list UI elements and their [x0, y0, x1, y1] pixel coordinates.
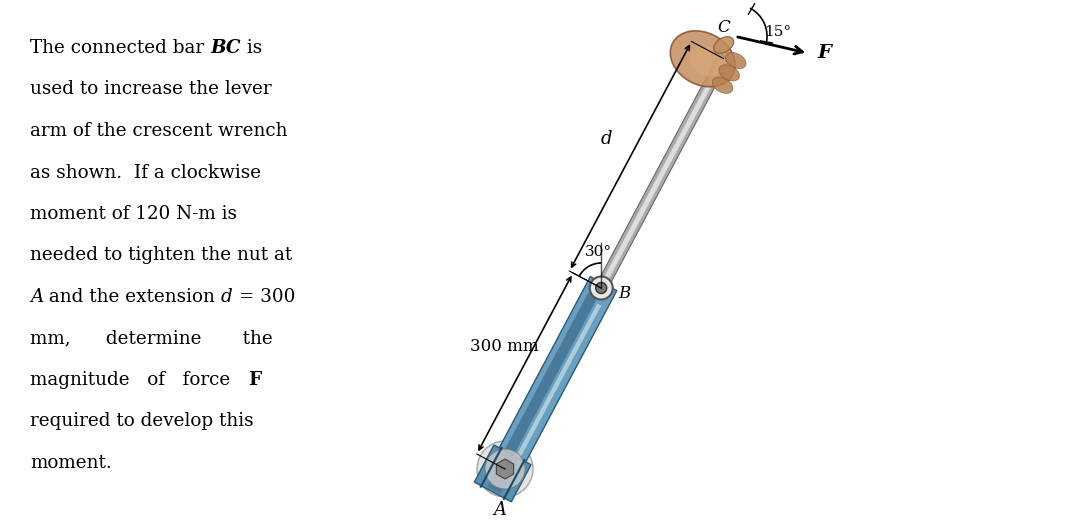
- Text: BC: BC: [210, 39, 241, 57]
- Ellipse shape: [714, 36, 733, 53]
- Text: A: A: [493, 501, 506, 519]
- Ellipse shape: [689, 46, 726, 77]
- Bar: [489, 277, 617, 480]
- Text: d: d: [221, 288, 233, 306]
- Circle shape: [485, 449, 525, 489]
- Circle shape: [590, 277, 613, 300]
- Circle shape: [596, 282, 606, 293]
- Text: used to increase the lever: used to increase the lever: [30, 81, 272, 98]
- Text: F: F: [248, 371, 261, 389]
- Text: F: F: [817, 44, 831, 62]
- Text: moment.: moment.: [30, 454, 112, 472]
- Bar: [516, 303, 601, 460]
- Text: 300 mm: 300 mm: [470, 338, 539, 355]
- Bar: [487, 453, 518, 494]
- Text: magnitude   of   force: magnitude of force: [30, 371, 248, 389]
- Bar: [474, 445, 531, 502]
- Bar: [600, 59, 725, 287]
- Circle shape: [477, 441, 533, 497]
- Text: is: is: [241, 39, 261, 57]
- Bar: [594, 54, 730, 293]
- Text: = 300: = 300: [233, 288, 296, 306]
- Ellipse shape: [713, 77, 733, 93]
- Text: and the extension: and the extension: [43, 288, 221, 306]
- Text: mm,      determine       the: mm, determine the: [30, 329, 273, 348]
- Text: 30°: 30°: [585, 245, 612, 259]
- Bar: [502, 293, 598, 461]
- Ellipse shape: [671, 31, 735, 87]
- Text: needed to tighten the nut at: needed to tighten the nut at: [30, 246, 292, 265]
- Ellipse shape: [726, 53, 746, 69]
- Text: arm of the crescent wrench: arm of the crescent wrench: [30, 122, 287, 140]
- Text: as shown.  If a clockwise: as shown. If a clockwise: [30, 164, 261, 181]
- Text: B: B: [618, 286, 631, 303]
- Text: A: A: [30, 288, 43, 306]
- Ellipse shape: [719, 65, 740, 81]
- Text: d: d: [601, 130, 613, 148]
- Text: The connected bar: The connected bar: [30, 39, 210, 57]
- Text: required to develop this: required to develop this: [30, 413, 254, 430]
- Text: C: C: [717, 19, 730, 36]
- Text: 15°: 15°: [764, 25, 791, 39]
- Text: moment of 120 N-m is: moment of 120 N-m is: [30, 205, 236, 223]
